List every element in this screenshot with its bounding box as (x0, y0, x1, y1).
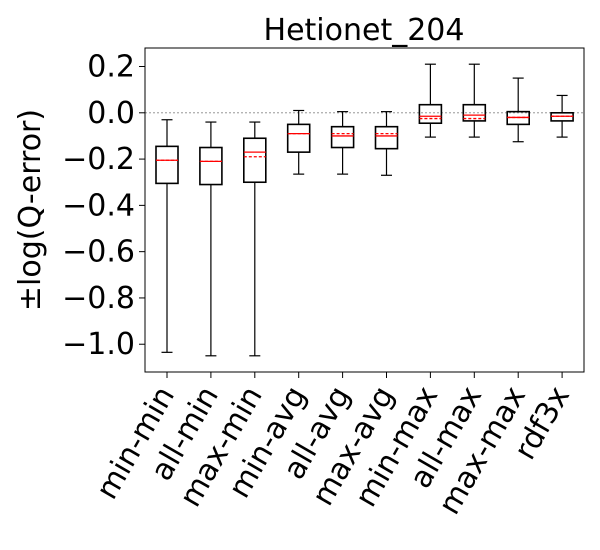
y-tick-label: 0.0 (87, 96, 135, 131)
y-axis-label: ±log(Q-error) (13, 109, 48, 311)
chart-title: Hetionet_204 (264, 13, 465, 48)
plot-frame (144, 47, 585, 373)
y-tick-label: −1.0 (62, 327, 135, 362)
plot-area: 0.20.0−0.2−0.4−0.6−0.8−1.0min-minall-min… (62, 47, 585, 521)
y-tick-label: 0.2 (87, 50, 135, 85)
y-tick-label: −0.2 (62, 142, 135, 177)
y-tick-label: −0.8 (62, 281, 135, 316)
box-all-max (462, 103, 487, 122)
box-min-avg (286, 123, 311, 153)
box-all-min (199, 146, 223, 186)
box-all-avg (330, 125, 355, 149)
y-tick-label: −0.4 (62, 188, 135, 223)
box-min-max (418, 103, 443, 125)
box-max-min (243, 137, 267, 184)
y-tick-label: −0.6 (62, 235, 135, 270)
box-min-min (155, 145, 179, 185)
box-max-avg (374, 125, 399, 150)
